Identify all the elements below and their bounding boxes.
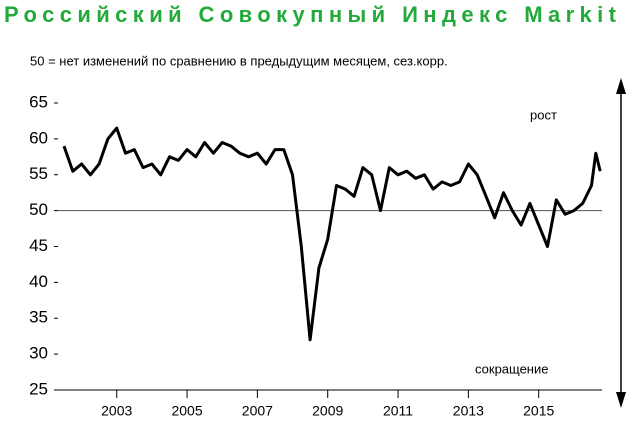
x-tick-label: 2009 [312,403,343,419]
y-tick-label: 65 [29,92,48,111]
x-tick-label: 2011 [383,403,413,419]
y-tick-label: 35 [29,308,48,327]
x-tick-label: 2015 [523,403,554,419]
y-tick-label: 30 [29,344,48,363]
x-tick-label: 2003 [101,403,132,419]
chart-title: Российский Совокупный Индекс Markit [4,2,617,27]
direction-arrow [616,78,626,408]
x-tick-label: 2007 [242,403,273,419]
y-tick-label: 25 [29,379,48,398]
y-tick-label: 60 [29,128,48,147]
annotation: рост [530,107,557,122]
annotation: сокращение [475,361,548,376]
y-tick-label: 50 [29,200,48,219]
y-tick-label: 40 [29,272,48,291]
x-tick-label: 2013 [453,403,484,419]
y-tick-label: 55 [29,164,48,183]
data-line [62,126,602,342]
subtitle: 50 = нет изменений по сравнению в предыд… [30,53,448,68]
y-tick-label: 45 [29,236,48,255]
x-tick-label: 2005 [171,403,202,419]
